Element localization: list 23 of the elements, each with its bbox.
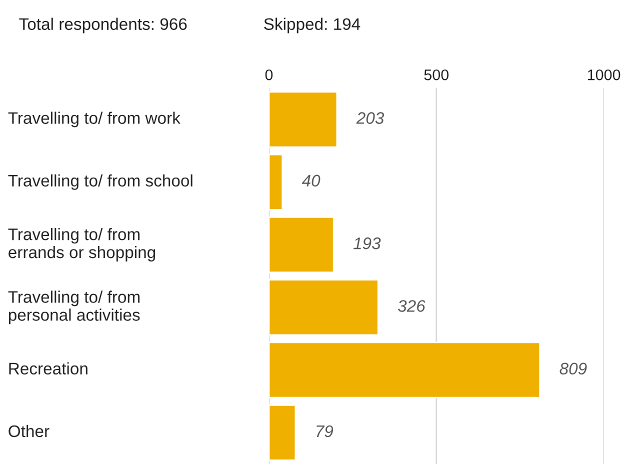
y-tick-label: Other — [8, 424, 50, 438]
data-label: 809 — [560, 362, 587, 375]
bar — [268, 91, 338, 148]
x-tick-label: 0 — [265, 69, 273, 80]
data-label: 193 — [353, 237, 381, 250]
bar — [268, 342, 541, 398]
bar — [268, 154, 284, 210]
data-label: 203 — [356, 112, 384, 124]
bar — [268, 279, 379, 336]
y-tick-label: Recreation — [9, 362, 88, 375]
text: Total respondents: 966 — [19, 18, 187, 34]
bar — [268, 216, 334, 274]
x-tick-label: 500 — [424, 69, 449, 80]
y-tick-label: Travelling to/ from work — [8, 112, 180, 128]
x-tick-label: 1000 — [588, 69, 620, 80]
data-label: 79 — [316, 425, 334, 438]
data-label: 40 — [302, 174, 320, 187]
y-tick-label: Travelling to/ from personal activities — [8, 290, 140, 324]
y-tick-label: Travelling to/ from school — [8, 174, 192, 190]
text: Skipped: 194 — [264, 18, 360, 34]
y-tick-label: Travelling to/ from errands or shopping — [8, 228, 156, 262]
bar — [268, 404, 296, 461]
data-label: 326 — [398, 300, 426, 312]
